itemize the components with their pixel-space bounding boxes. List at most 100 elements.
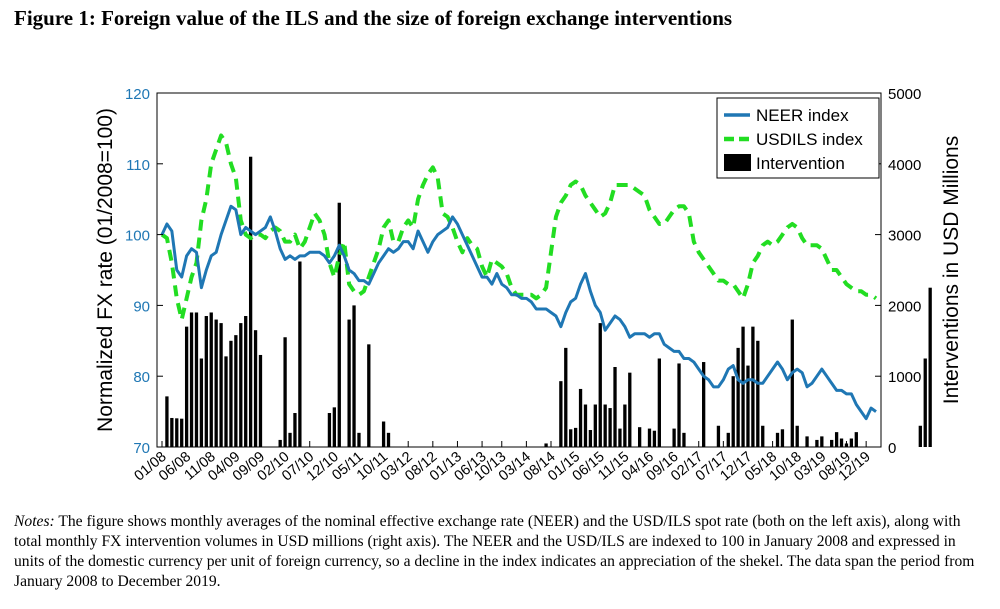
fx-lines xyxy=(160,133,878,421)
intervention-bar xyxy=(839,438,844,447)
intervention-bar xyxy=(598,323,602,447)
intervention-bar xyxy=(613,367,617,447)
intervention-bar xyxy=(204,316,208,447)
left-axis-label: Normalized FX rate (01/2008=100) xyxy=(94,108,117,432)
intervention-bar xyxy=(623,404,627,447)
intervention-bar xyxy=(175,418,179,447)
x-axis-ticks: 01/0806/0811/0804/0909/0902/1007/1012/10… xyxy=(131,441,874,484)
legend-intervention-label: Intervention xyxy=(756,154,845,173)
intervention-bar xyxy=(647,428,652,447)
intervention-bar xyxy=(298,261,302,447)
intervention-bar xyxy=(569,429,573,447)
legend-usdils-label: USDILS index xyxy=(756,130,863,149)
intervention-bar xyxy=(751,326,755,447)
intervention-bar xyxy=(327,413,332,447)
right-axis-label: Interventions in USD Millions xyxy=(940,136,963,404)
intervention-bar xyxy=(657,358,661,447)
intervention-bar xyxy=(564,347,568,447)
intervention-bar xyxy=(578,388,583,447)
intervention-bar xyxy=(608,408,612,447)
intervention-bar xyxy=(544,443,548,447)
intervention-bar xyxy=(209,312,213,447)
intervention-bar xyxy=(352,305,356,447)
legend-intervention-swatch xyxy=(724,154,751,171)
left-tick-label: 80 xyxy=(133,369,150,386)
intervention-bar xyxy=(815,439,819,447)
figure-notes: Notes: The figure shows monthly averages… xyxy=(14,512,980,592)
intervention-bar xyxy=(736,347,740,447)
intervention-bar xyxy=(849,438,854,447)
left-tick-label: 120 xyxy=(125,86,150,103)
intervention-bar xyxy=(386,432,391,447)
right-tick-label: 5000 xyxy=(888,86,921,103)
intervention-bar xyxy=(283,337,287,447)
intervention-bar xyxy=(244,316,248,447)
intervention-bar xyxy=(583,404,588,447)
plot-frame xyxy=(156,92,882,448)
chart-legend: NEER index USDILS index Intervention xyxy=(716,97,880,179)
intervention-bar xyxy=(258,354,263,447)
intervention-bar xyxy=(347,319,351,447)
right-tick-label: 1000 xyxy=(888,369,921,386)
left-tick-label: 110 xyxy=(126,157,150,174)
intervention-bar xyxy=(834,432,839,447)
intervention-bar xyxy=(702,362,706,447)
left-tick-label: 90 xyxy=(133,298,150,315)
intervention-bar xyxy=(918,425,922,447)
intervention-bar xyxy=(805,436,809,447)
intervention-bar xyxy=(248,156,253,447)
right-tick-label: 2000 xyxy=(888,298,921,315)
right-axis-ticks: 0 1000 2000 3000 4000 5000 xyxy=(875,86,921,457)
intervention-bar xyxy=(716,425,721,447)
intervention-bar xyxy=(234,335,238,447)
intervention-bars xyxy=(165,156,932,447)
intervention-bar xyxy=(726,432,730,447)
fx-intervention-chart: 70 80 90 100 110 120 0 1000 2000 3000 4000 5000 01… xyxy=(94,86,963,484)
left-tick-label: 100 xyxy=(125,228,150,245)
intervention-bar xyxy=(214,319,218,447)
intervention-bar xyxy=(381,421,386,447)
intervention-bar xyxy=(199,358,204,447)
notes-label: Notes: xyxy=(14,513,55,530)
intervention-bar xyxy=(224,356,228,447)
intervention-bar xyxy=(593,404,597,447)
intervention-bar xyxy=(239,323,243,447)
left-axis-ticks: 70 80 90 100 110 120 xyxy=(125,86,163,457)
intervention-bar xyxy=(184,326,189,447)
intervention-bar xyxy=(618,428,622,447)
right-tick-label: 4000 xyxy=(888,157,921,174)
intervention-bar xyxy=(573,427,578,447)
intervention-bar xyxy=(761,425,765,447)
intervention-bar xyxy=(672,428,676,447)
intervention-bar xyxy=(288,432,292,447)
intervention-bar xyxy=(780,429,785,447)
intervention-bar xyxy=(229,340,233,447)
legend-neer-label: NEER index xyxy=(756,106,849,125)
intervention-bar xyxy=(775,432,780,447)
intervention-bar xyxy=(559,381,563,447)
intervention-bar xyxy=(194,312,199,447)
intervention-bar xyxy=(165,396,169,447)
intervention-bar xyxy=(332,407,336,447)
intervention-bar xyxy=(830,439,834,447)
figure-title: Figure 1: Foreign value of the ILS and t… xyxy=(14,6,733,30)
intervention-bar xyxy=(854,432,858,447)
intervention-bar xyxy=(731,376,735,447)
right-tick-label: 3000 xyxy=(888,228,921,245)
left-tick-label: 70 xyxy=(133,440,150,457)
intervention-bar xyxy=(923,358,927,447)
intervention-bar xyxy=(746,365,750,447)
intervention-bar xyxy=(180,418,184,447)
intervention-bar xyxy=(928,287,932,447)
intervention-bar xyxy=(790,319,794,447)
intervention-bar xyxy=(293,413,297,447)
right-tick-label: 0 xyxy=(888,440,896,457)
neer-line xyxy=(160,204,877,421)
intervention-bar xyxy=(367,344,371,447)
notes-text: The figure shows monthly averages of the… xyxy=(14,513,975,590)
intervention-bar xyxy=(677,363,681,447)
intervention-bar xyxy=(588,430,593,447)
intervention-bar xyxy=(170,417,174,447)
intervention-bar xyxy=(795,425,799,447)
intervention-bar xyxy=(756,340,760,447)
